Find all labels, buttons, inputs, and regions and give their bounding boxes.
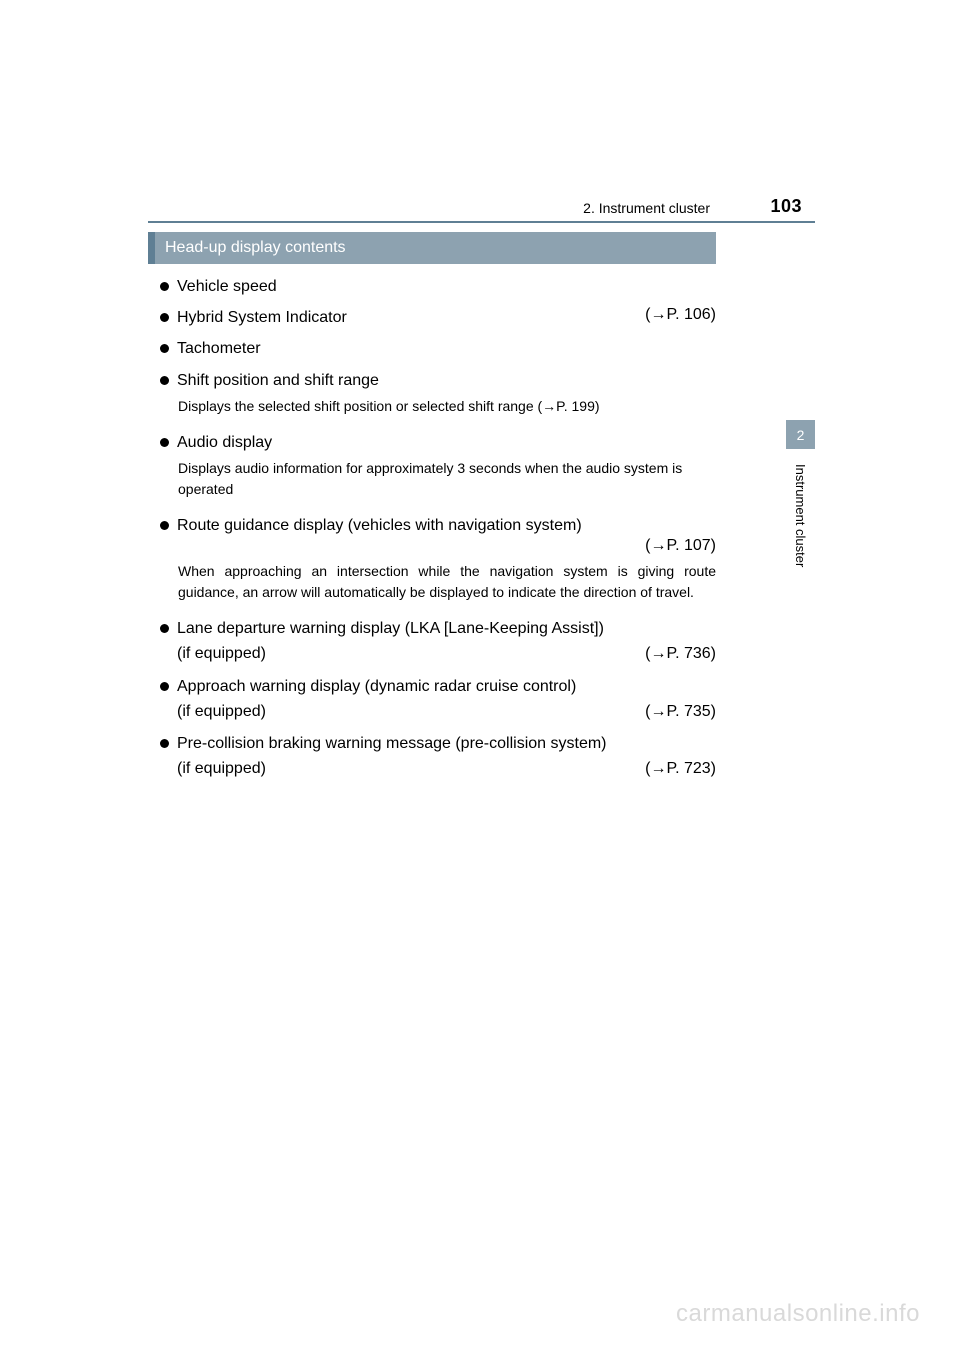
page-ref: (→P. 106) xyxy=(635,306,716,324)
chapter-label: 2. Instrument cluster xyxy=(583,200,710,216)
list-item: Pre-collision braking warning message (p… xyxy=(148,732,716,782)
item-text: Pre-collision braking warning message (p… xyxy=(177,732,716,757)
item-description: Displays audio information for approxima… xyxy=(148,458,716,500)
bullet-icon xyxy=(160,344,169,353)
item-text: Tachometer xyxy=(177,337,716,360)
item-text: Vehicle speed xyxy=(177,275,716,298)
section-heading-text: Head-up display contents xyxy=(165,239,346,257)
bullet-icon xyxy=(160,313,169,322)
page-number: 103 xyxy=(770,196,802,217)
list-item: Approach warning display (dynamic radar … xyxy=(148,675,716,725)
section-heading: Head-up display contents xyxy=(148,232,716,264)
chapter-tab: 2 xyxy=(786,420,815,449)
item-qualifier: (if equipped) xyxy=(177,757,266,782)
item-text: Hybrid System Indicator xyxy=(177,306,635,329)
manual-page: 2. Instrument cluster 103 Head-up displa… xyxy=(0,0,960,1358)
page-ref: (→P. 735) xyxy=(645,700,716,725)
list-item: Tachometer xyxy=(148,337,716,360)
bullet-icon xyxy=(160,739,169,748)
bullet-icon xyxy=(160,521,169,530)
chapter-tab-label: Instrument cluster xyxy=(786,460,815,600)
list-item: Hybrid System Indicator (→P. 106) xyxy=(148,306,716,329)
page-ref: (→P. 107) xyxy=(635,537,716,555)
list-item: Lane departure warning display (LKA [Lan… xyxy=(148,617,716,667)
ref-row: (→P. 107) xyxy=(148,537,716,555)
header-rule xyxy=(148,221,815,223)
list-item: Shift position and shift range xyxy=(148,369,716,392)
list-item: Audio display xyxy=(148,431,716,454)
item-description: When approaching an intersection while t… xyxy=(148,561,716,603)
item-description: Displays the selected shift position or … xyxy=(148,396,716,417)
bullet-icon xyxy=(160,682,169,691)
chapter-tab-number: 2 xyxy=(797,427,805,443)
item-text: Audio display xyxy=(177,431,716,454)
bullet-icon xyxy=(160,282,169,291)
item-text: Route guidance display (vehicles with na… xyxy=(177,514,716,537)
item-text: Approach warning display (dynamic radar … xyxy=(177,675,716,700)
item-text: Lane departure warning display (LKA [Lan… xyxy=(177,617,716,642)
list-item: Route guidance display (vehicles with na… xyxy=(148,514,716,537)
bullet-icon xyxy=(160,376,169,385)
bullet-icon xyxy=(160,438,169,447)
watermark-text: carmanualsonline.info xyxy=(676,1300,920,1328)
item-qualifier: (if equipped) xyxy=(177,642,266,667)
list-item: Vehicle speed xyxy=(148,275,716,298)
page-ref: (→P. 723) xyxy=(645,757,716,782)
bullet-icon xyxy=(160,624,169,633)
item-qualifier: (if equipped) xyxy=(177,700,266,725)
item-text: Shift position and shift range xyxy=(177,369,716,392)
content-body: Vehicle speed Hybrid System Indicator (→… xyxy=(148,275,716,790)
page-ref: (→P. 736) xyxy=(645,642,716,667)
